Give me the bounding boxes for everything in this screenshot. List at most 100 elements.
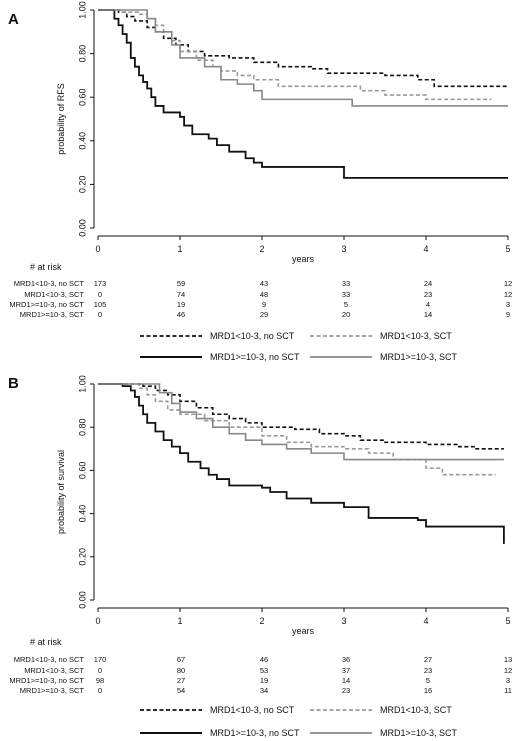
at-risk-row-label: MRD1>=10-3, no SCT xyxy=(9,300,84,309)
at-risk-count: 33 xyxy=(342,279,350,288)
x-axis-title: years xyxy=(292,254,315,264)
x-tick-label: 5 xyxy=(505,616,510,626)
x-tick-label: 2 xyxy=(259,244,264,254)
at-risk-count: 0 xyxy=(98,310,102,319)
at-risk-row-label: MRD1<10-3, no SCT xyxy=(14,279,85,288)
series-line xyxy=(98,9,492,101)
panel-b: B 0.00 0.20 0.40 0.60 0.80 1.00 probability of … xyxy=(8,375,512,738)
x-tick-label: 4 xyxy=(423,616,428,626)
x-axis-title: years xyxy=(292,626,315,636)
at-risk-count: 11 xyxy=(504,686,512,695)
y-tick-label: 0.40 xyxy=(77,132,87,150)
at-risk-count: 14 xyxy=(342,676,350,685)
at-risk-count: 3 xyxy=(506,300,510,309)
y-axis-title: probability of RFS xyxy=(56,83,66,155)
panel-letter: A xyxy=(8,11,19,28)
series-line xyxy=(98,383,505,544)
legend-label: MRD1>=10-3, no SCT xyxy=(210,728,300,738)
at-risk-count: 14 xyxy=(424,310,432,319)
at-risk-count: 12 xyxy=(504,279,512,288)
at-risk-count: 27 xyxy=(424,655,432,664)
at-risk-count: 0 xyxy=(98,686,102,695)
at-risk-count: 48 xyxy=(260,290,268,299)
y-tick-label: 0.20 xyxy=(77,548,87,566)
series-line xyxy=(98,383,496,476)
legend-label: MRD1>=10-3, SCT xyxy=(380,728,458,738)
y-tick-label: 0.20 xyxy=(77,176,87,194)
at-risk-count: 43 xyxy=(260,279,268,288)
series-line xyxy=(98,9,508,179)
at-risk-count: 53 xyxy=(260,666,268,675)
y-tick-label: 0.60 xyxy=(77,462,87,480)
at-risk-count: 46 xyxy=(260,655,268,664)
at-risk-count: 3 xyxy=(506,676,510,685)
y-tick-label: 0.80 xyxy=(77,418,87,436)
at-risk-count: 170 xyxy=(94,655,107,664)
at-risk-row-label: MRD1>=10-3, SCT xyxy=(20,310,85,319)
at-risk-title: # at risk xyxy=(30,637,62,647)
y-tick-label: 1.00 xyxy=(77,1,87,19)
at-risk-count: 5 xyxy=(344,300,348,309)
at-risk-count: 54 xyxy=(177,686,185,695)
series-line xyxy=(98,383,504,450)
at-risk-count: 59 xyxy=(177,279,185,288)
legend-label: MRD1>=10-3, no SCT xyxy=(210,352,300,362)
at-risk-count: 23 xyxy=(424,666,432,675)
at-risk-count: 34 xyxy=(260,686,268,695)
y-tick-label: 0.40 xyxy=(77,505,87,523)
at-risk-count: 23 xyxy=(424,290,432,299)
y-axis-title: probability of survival xyxy=(56,450,66,534)
at-risk-count: 12 xyxy=(504,666,512,675)
at-risk-count: 9 xyxy=(262,300,266,309)
at-risk-count: 12 xyxy=(504,290,512,299)
x-tick-label: 5 xyxy=(505,244,510,254)
at-risk-count: 4 xyxy=(426,300,430,309)
at-risk-count: 5 xyxy=(426,676,430,685)
at-risk-count: 24 xyxy=(424,279,432,288)
legend-label: MRD1<10-3, no SCT xyxy=(210,331,295,341)
at-risk-count: 19 xyxy=(177,300,185,309)
at-risk-count: 20 xyxy=(342,310,350,319)
at-risk-count: 105 xyxy=(94,300,107,309)
x-tick-label: 2 xyxy=(259,616,264,626)
panel-letter: B xyxy=(8,375,19,392)
at-risk-row-label: MRD1<10-3, SCT xyxy=(24,290,84,299)
at-risk-count: 36 xyxy=(342,655,350,664)
series-line xyxy=(98,383,504,461)
x-tick-label: 3 xyxy=(341,616,346,626)
legend-label: MRD1<10-3, SCT xyxy=(380,331,452,341)
at-risk-title: # at risk xyxy=(30,262,62,272)
y-tick-label: 0.00 xyxy=(77,219,87,237)
legend-label: MRD1>=10-3, SCT xyxy=(380,352,458,362)
x-tick-label: 4 xyxy=(423,244,428,254)
at-risk-count: 19 xyxy=(260,676,268,685)
legend-label: MRD1<10-3, no SCT xyxy=(210,705,295,715)
y-tick-label: 0.60 xyxy=(77,88,87,106)
y-tick-label: 1.00 xyxy=(77,375,87,393)
x-tick-label: 0 xyxy=(95,244,100,254)
x-tick-label: 1 xyxy=(177,244,182,254)
at-risk-count: 33 xyxy=(342,290,350,299)
at-risk-count: 13 xyxy=(504,655,512,664)
at-risk-count: 9 xyxy=(506,310,510,319)
legend-label: MRD1<10-3, SCT xyxy=(380,705,452,715)
series-line xyxy=(98,9,508,88)
at-risk-count: 0 xyxy=(98,290,102,299)
at-risk-count: 67 xyxy=(177,655,185,664)
at-risk-row-label: MRD1>=10-3, no SCT xyxy=(9,676,84,685)
at-risk-count: 27 xyxy=(177,676,185,685)
x-tick-label: 3 xyxy=(341,244,346,254)
at-risk-count: 37 xyxy=(342,666,350,675)
at-risk-count: 29 xyxy=(260,310,268,319)
at-risk-count: 173 xyxy=(94,279,107,288)
panel-a: A 0.00 0.20 0.40 0.60 0.80 1.00 probability of … xyxy=(8,1,512,362)
series-line xyxy=(98,9,508,107)
x-tick-label: 0 xyxy=(95,616,100,626)
at-risk-count: 80 xyxy=(177,666,185,675)
at-risk-count: 0 xyxy=(98,666,102,675)
at-risk-row-label: MRD1<10-3, no SCT xyxy=(14,655,85,664)
at-risk-count: 16 xyxy=(424,686,432,695)
x-tick-label: 1 xyxy=(177,616,182,626)
y-tick-label: 0.80 xyxy=(77,45,87,63)
